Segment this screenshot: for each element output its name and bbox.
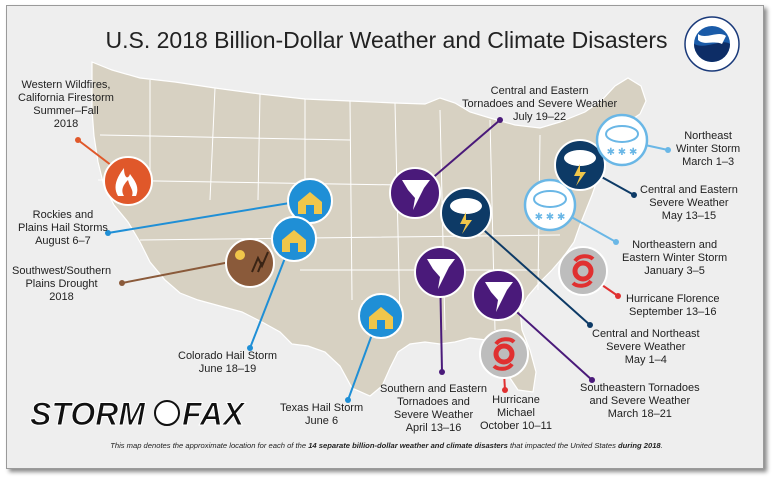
event-label-line: Hurricane bbox=[492, 394, 540, 406]
storm-cloud-icon bbox=[440, 187, 492, 239]
tornado-icon bbox=[389, 167, 441, 219]
event-label-line: Central and Eastern bbox=[490, 85, 589, 97]
footnote: This map denotes the approximate locatio… bbox=[0, 441, 773, 450]
event-label-central-northeast-severe: Central and Northeast Severe Weather May 1… bbox=[592, 328, 700, 367]
event-label-colorado-hail: Colorado Hail Storm June 18–19 bbox=[178, 350, 277, 376]
event-label-line: March 18–21 bbox=[607, 408, 672, 420]
footnote-text: . bbox=[660, 441, 663, 450]
tornado-icon bbox=[414, 246, 466, 298]
hurricane-icon bbox=[558, 246, 608, 296]
svg-text:STORM: STORM bbox=[30, 396, 146, 432]
winter-storm-icon: ✱ ✱ ✱ bbox=[595, 113, 649, 167]
event-label-line: Tornadoes and Severe Weather bbox=[462, 98, 618, 110]
event-label-line: Severe Weather bbox=[393, 409, 474, 421]
event-label-line: Severe Weather bbox=[606, 341, 686, 353]
event-label-line: and Severe Weather bbox=[589, 395, 691, 407]
event-label-florence: Hurricane Florence September 13–16 bbox=[626, 293, 720, 319]
event-label-central-eastern-severe: Central and Eastern Severe Weather May 13–… bbox=[640, 184, 738, 223]
event-label-line: Severe Weather bbox=[649, 197, 729, 209]
event-label-line: California Firestorm bbox=[18, 92, 114, 104]
event-label-line: Plains Drought bbox=[25, 278, 98, 290]
event-label-line: April 13–16 bbox=[405, 422, 462, 434]
svg-text:FAX: FAX bbox=[182, 396, 246, 432]
event-label-line: August 6–7 bbox=[35, 235, 91, 247]
event-label-line: Hurricane Florence bbox=[626, 293, 720, 305]
event-label-line: Tornadoes and bbox=[397, 396, 470, 408]
event-label-line: Plains Hail Storms bbox=[18, 222, 108, 234]
footnote-text: This map denotes the approximate locatio… bbox=[110, 441, 309, 450]
storm-cloud-icon bbox=[554, 139, 606, 191]
hail-house-icon bbox=[287, 178, 333, 224]
event-label-line: October 10–11 bbox=[480, 420, 552, 432]
event-label-michael: Hurricane Michael October 10–11 bbox=[480, 394, 552, 433]
event-label-line: Rockies and bbox=[32, 209, 94, 221]
footnote-year: during 2018 bbox=[618, 441, 661, 450]
footnote-text: that impacted the United States bbox=[507, 441, 619, 450]
fire-icon bbox=[103, 156, 153, 206]
winter-storm-icon: ✱ ✱ ✱ bbox=[523, 178, 577, 232]
event-label-line: Winter Storm bbox=[676, 143, 741, 155]
event-label-central-eastern-tornadoes: Central and Eastern Tornadoes and Severe … bbox=[462, 85, 617, 124]
event-label-line: 2018 bbox=[49, 291, 74, 303]
hurricane-icon bbox=[479, 329, 529, 379]
event-label-texas-hail: Texas Hail Storm June 6 bbox=[280, 402, 363, 428]
event-label-line: Colorado Hail Storm bbox=[178, 350, 278, 362]
footnote-count: 14 separate billion-dollar weather and c… bbox=[308, 441, 508, 450]
event-label-line: May 1–4 bbox=[624, 354, 667, 366]
event-label-line: September 13–16 bbox=[629, 306, 717, 318]
event-label-line: Southeastern Tornadoes bbox=[580, 382, 700, 394]
connector-dots bbox=[75, 117, 671, 403]
event-label-line: June 6 bbox=[305, 415, 339, 427]
event-label-line: June 18–19 bbox=[198, 363, 257, 375]
event-label-line: July 19–22 bbox=[512, 111, 567, 123]
event-label-line: Michael bbox=[497, 407, 535, 419]
event-label-line: January 3–5 bbox=[644, 265, 705, 277]
tornado-icon bbox=[472, 269, 524, 321]
event-label-line: Northeastern and bbox=[632, 239, 718, 251]
svg-text:✱ ✱ ✱: ✱ ✱ ✱ bbox=[535, 212, 566, 223]
event-label-line: May 13–15 bbox=[661, 210, 717, 222]
event-label-drought: Southwest/Southern Plains Drought 2018 bbox=[12, 265, 111, 304]
event-label-ne-eastern-winter: Northeastern and Eastern Winter Storm Janu… bbox=[622, 239, 727, 278]
event-label-line: Northeast bbox=[684, 130, 732, 142]
event-label-line: March 1–3 bbox=[682, 156, 735, 168]
stormfax-logo: STORM FAX bbox=[30, 396, 247, 433]
noaa-logo bbox=[684, 16, 740, 72]
event-label-line: Texas Hail Storm bbox=[280, 402, 364, 414]
event-label-line: Summer–Fall bbox=[33, 105, 99, 117]
hail-house-icon bbox=[358, 293, 404, 339]
event-label-line: Western Wildfires, bbox=[21, 79, 111, 91]
page-title: U.S. 2018 Billion-Dollar Weather and Cli… bbox=[105, 27, 668, 53]
event-label-line: Central and Eastern bbox=[640, 184, 738, 196]
event-label-southeastern-tornadoes: Southeastern Tornadoes and Severe Weather… bbox=[580, 382, 700, 421]
event-label-southern-eastern-tornadoes: Southern and Eastern Tornadoes and Severe … bbox=[380, 383, 487, 435]
event-label-line: Eastern Winter Storm bbox=[622, 252, 728, 264]
event-label-line: Southwest/Southern bbox=[12, 265, 112, 277]
drought-icon bbox=[225, 238, 275, 288]
event-label-wildfires: Western Wildfires, California Firestorm Su… bbox=[18, 79, 114, 131]
svg-text:✱ ✱ ✱: ✱ ✱ ✱ bbox=[607, 147, 638, 158]
hail-house-icon bbox=[271, 216, 317, 262]
event-label-line: 2018 bbox=[53, 118, 79, 130]
event-label-line: Southern and Eastern bbox=[380, 383, 488, 395]
event-label-ne-winter: Northeast Winter Storm March 1–3 bbox=[676, 130, 740, 169]
event-label-line: Central and Northeast bbox=[592, 328, 700, 340]
event-label-rockies-hail: Rockies and Plains Hail Storms August 6–7 bbox=[18, 209, 108, 248]
